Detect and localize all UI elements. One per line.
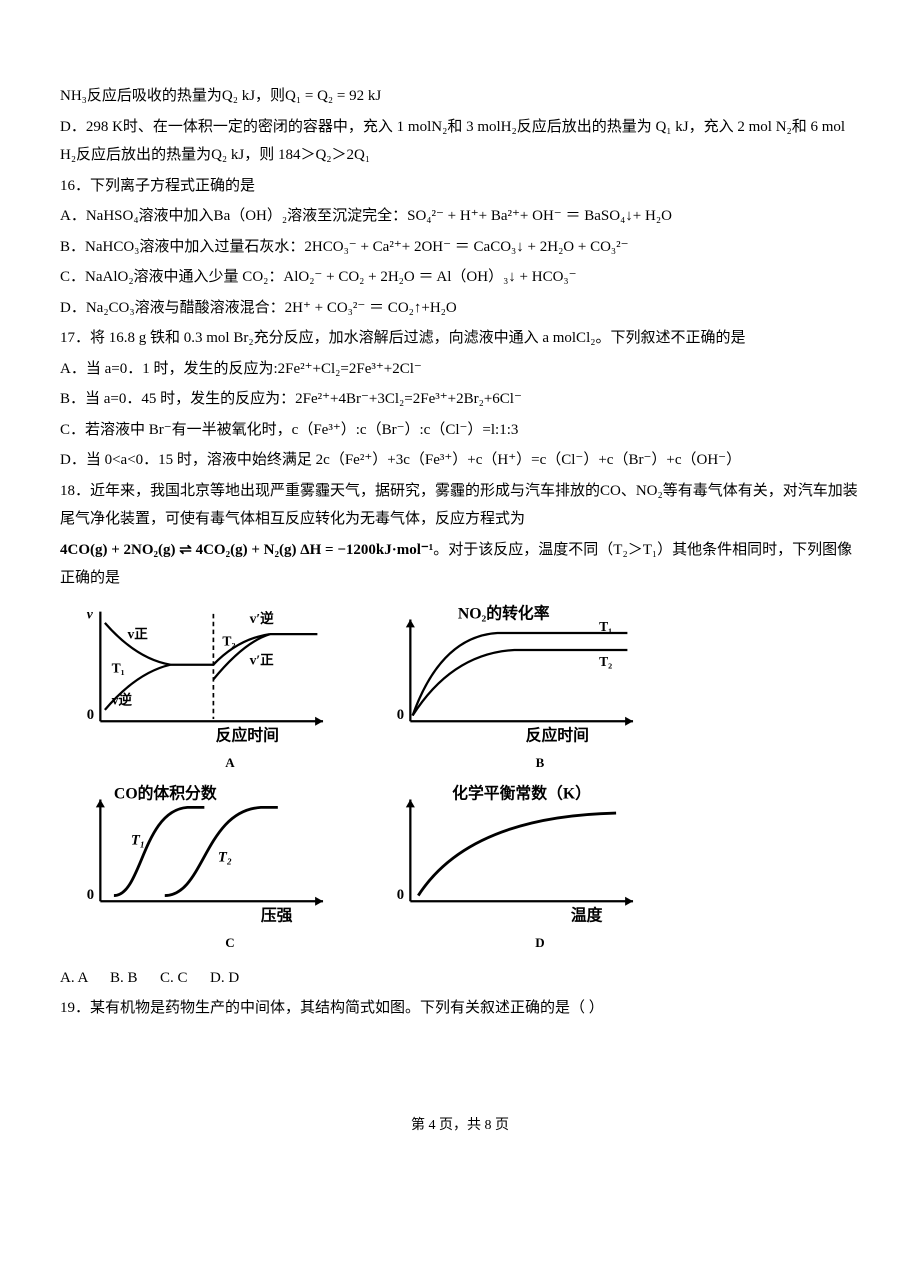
page-footer: 第 4 页，共 8 页 bbox=[60, 1113, 860, 1140]
q18-equation-line: 4CO(g) + 2NO₂(g) ⇌ 4CO₂(g) + N₂(g) ΔH = … bbox=[60, 536, 860, 593]
chartB-xlabel: 反应时间 bbox=[526, 725, 589, 744]
q17-option-d: D．当 0<a<0．15 时，溶液中始终满足 2c（Fe²⁺）+3c（Fe³⁺）… bbox=[60, 446, 860, 475]
chartA-anno-vrevp: v′逆 bbox=[250, 609, 275, 625]
svg-text:0: 0 bbox=[87, 706, 94, 722]
chartB-anno-t1: T₁ bbox=[599, 618, 612, 633]
q16-option-a: A．NaHSO₄溶液中加入Ba（OH）₂溶液至沉淀完全：SO₄²⁻ + H⁺+ … bbox=[60, 202, 860, 231]
chartD-title: 化学平衡常数（K） bbox=[452, 784, 591, 803]
q18-equation: 4CO(g) + 2NO₂(g) ⇌ 4CO₂(g) + N₂(g) ΔH = … bbox=[60, 542, 433, 558]
chartA-ylabel: v bbox=[87, 606, 94, 621]
chartA-anno-t2: T₂ bbox=[222, 633, 235, 648]
q18-chart-a: v v正 T₁ v逆 v′逆 T₂ v′正 0 反应时间 A bbox=[80, 601, 380, 776]
q18-chart-grid: v v正 T₁ v逆 v′逆 T₂ v′正 0 反应时间 A NO₂的转化率 bbox=[80, 601, 730, 962]
chartA-label: A bbox=[80, 751, 380, 776]
svg-text:0: 0 bbox=[87, 887, 94, 903]
q16-option-d: D．Na₂CO₃溶液与醋酸溶液混合：2H⁺ + CO₃²⁻ ＝ CO₂↑+H₂O bbox=[60, 294, 860, 323]
chartD-label: D bbox=[390, 931, 690, 956]
chartA-anno-t1: T₁ bbox=[112, 660, 125, 675]
chartC-xlabel: 压强 bbox=[261, 907, 293, 925]
q18-chart-c: CO的体积分数 T₁ T₂ 0 压强 C bbox=[80, 781, 380, 956]
q17-option-a: A．当 a=0．1 时，发生的反应为:2Fe²⁺+Cl₂=2Fe³⁺+2Cl⁻ bbox=[60, 355, 860, 384]
q17-option-c: C．若溶液中 Br⁻有一半被氧化时，c（Fe³⁺）:c（Br⁻）:c（Cl⁻）=… bbox=[60, 416, 860, 445]
q17-option-b: B．当 a=0．45 时，发生的反应为：2Fe²⁺+4Br⁻+3Cl₂=2Fe³… bbox=[60, 385, 860, 414]
q16-option-c: C．NaAlO₂溶液中通入少量 CO₂：AlO₂⁻ + CO₂ + 2H₂O ＝… bbox=[60, 263, 860, 292]
chartA-anno-vfwd: v正 bbox=[127, 626, 148, 641]
chartB-anno-t2: T₂ bbox=[599, 653, 612, 668]
q18-chart-b: NO₂的转化率 T₁ T₂ 0 反应时间 B bbox=[390, 601, 690, 776]
svg-text:0: 0 bbox=[397, 706, 404, 722]
chartC-anno-t1: T₁ bbox=[131, 833, 145, 849]
chartC-label: C bbox=[80, 931, 380, 956]
svg-text:0: 0 bbox=[397, 887, 404, 903]
q17-stem: 17．将 16.8 g 铁和 0.3 mol Br₂充分反应，加水溶解后过滤，向… bbox=[60, 324, 860, 353]
q18-options: A. A B. B C. C D. D bbox=[60, 964, 860, 993]
q18-stem-line1: 18．近年来，我国北京等地出现严重雾霾天气，据研究，雾霾的形成与汽车排放的CO、… bbox=[60, 477, 860, 534]
chartC-anno-t2: T₂ bbox=[218, 850, 232, 866]
chartA-anno-vrev: v逆 bbox=[112, 691, 133, 707]
chartA-xlabel: 反应时间 bbox=[216, 725, 279, 744]
q15-option-d: D．298 K时、在一体积一定的密闭的容器中，充入 1 molN₂和 3 mol… bbox=[60, 113, 860, 170]
q18-chart-d: 化学平衡常数（K） 0 温度 D bbox=[390, 781, 690, 956]
chartB-label: B bbox=[390, 751, 690, 776]
chartC-title: CO的体积分数 bbox=[114, 784, 217, 803]
q16-option-b: B．NaHCO₃溶液中加入过量石灰水：2HCO₃⁻ + Ca²⁺+ 2OH⁻ ＝… bbox=[60, 233, 860, 262]
q19-stem: 19．某有机物是药物生产的中间体，其结构简式如图。下列有关叙述正确的是（ ） bbox=[60, 994, 860, 1023]
chartB-title: NO₂的转化率 bbox=[458, 603, 550, 622]
q15-tail-line1: NH₃反应后吸收的热量为Q₂ kJ，则Q₁ = Q₂ = 92 kJ bbox=[60, 82, 860, 111]
q16-stem: 16．下列离子方程式正确的是 bbox=[60, 172, 860, 201]
chartD-xlabel: 温度 bbox=[571, 906, 603, 925]
chartA-anno-vfwdp: v′正 bbox=[250, 652, 275, 667]
